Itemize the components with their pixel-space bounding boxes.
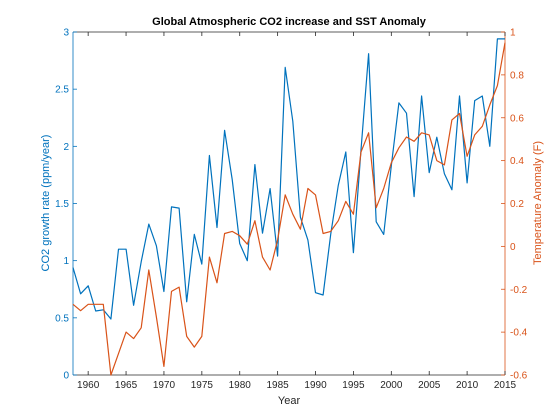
left-tick-label: 2 <box>63 142 69 153</box>
right-axis-label: Temperature Anomaly (F) <box>532 141 544 265</box>
left-tick-label: 1.5 <box>55 199 69 210</box>
left-tick-label: 3 <box>63 28 69 39</box>
series-line-temperature-anomaly <box>72 42 506 376</box>
right-tick-label: -0.4 <box>510 328 528 339</box>
x-tick-label: 1995 <box>342 380 365 391</box>
right-tick-label: 0.8 <box>510 70 524 81</box>
right-tick-label: 1 <box>510 28 516 39</box>
right-tick-label: -0.6 <box>510 371 528 382</box>
x-tick-label: 2000 <box>380 380 403 391</box>
left-tick-label: 2.5 <box>55 85 69 96</box>
right-tick-label: 0.2 <box>510 199 524 210</box>
series-line-co2-growth <box>72 38 505 320</box>
x-tick-label: 1960 <box>77 380 100 391</box>
chart-title: Global Atmospheric CO2 increase and SST … <box>152 16 427 28</box>
x-tick-label: 1975 <box>191 380 214 391</box>
left-tick-label: 1 <box>63 256 69 267</box>
right-tick-label: -0.2 <box>510 285 528 296</box>
x-tick-label: 1980 <box>229 380 252 391</box>
x-axis-label: Year <box>278 395 301 407</box>
right-tick-label: 0 <box>510 242 516 253</box>
x-tick-label: 2010 <box>456 380 479 391</box>
plot-area: 1960 1965 1970 1975 1980 1985 1990 1995 2000 2005… <box>55 28 528 392</box>
x-tick-label: 1965 <box>115 380 138 391</box>
right-tick-label: 0.4 <box>510 156 524 167</box>
left-tick-label: 0 <box>63 371 69 382</box>
x-tick-label: 1970 <box>153 380 176 391</box>
right-tick-label: 0.6 <box>510 113 524 124</box>
left-axis-label: CO2 growth rate (ppm/year) <box>40 135 52 272</box>
x-tick-label: 2005 <box>418 380 441 391</box>
x-tick-label: 1990 <box>304 380 327 391</box>
x-tick-label: 1985 <box>267 380 290 391</box>
left-tick-label: 0.5 <box>55 313 69 324</box>
x-tick-label: 2015 <box>494 380 517 391</box>
